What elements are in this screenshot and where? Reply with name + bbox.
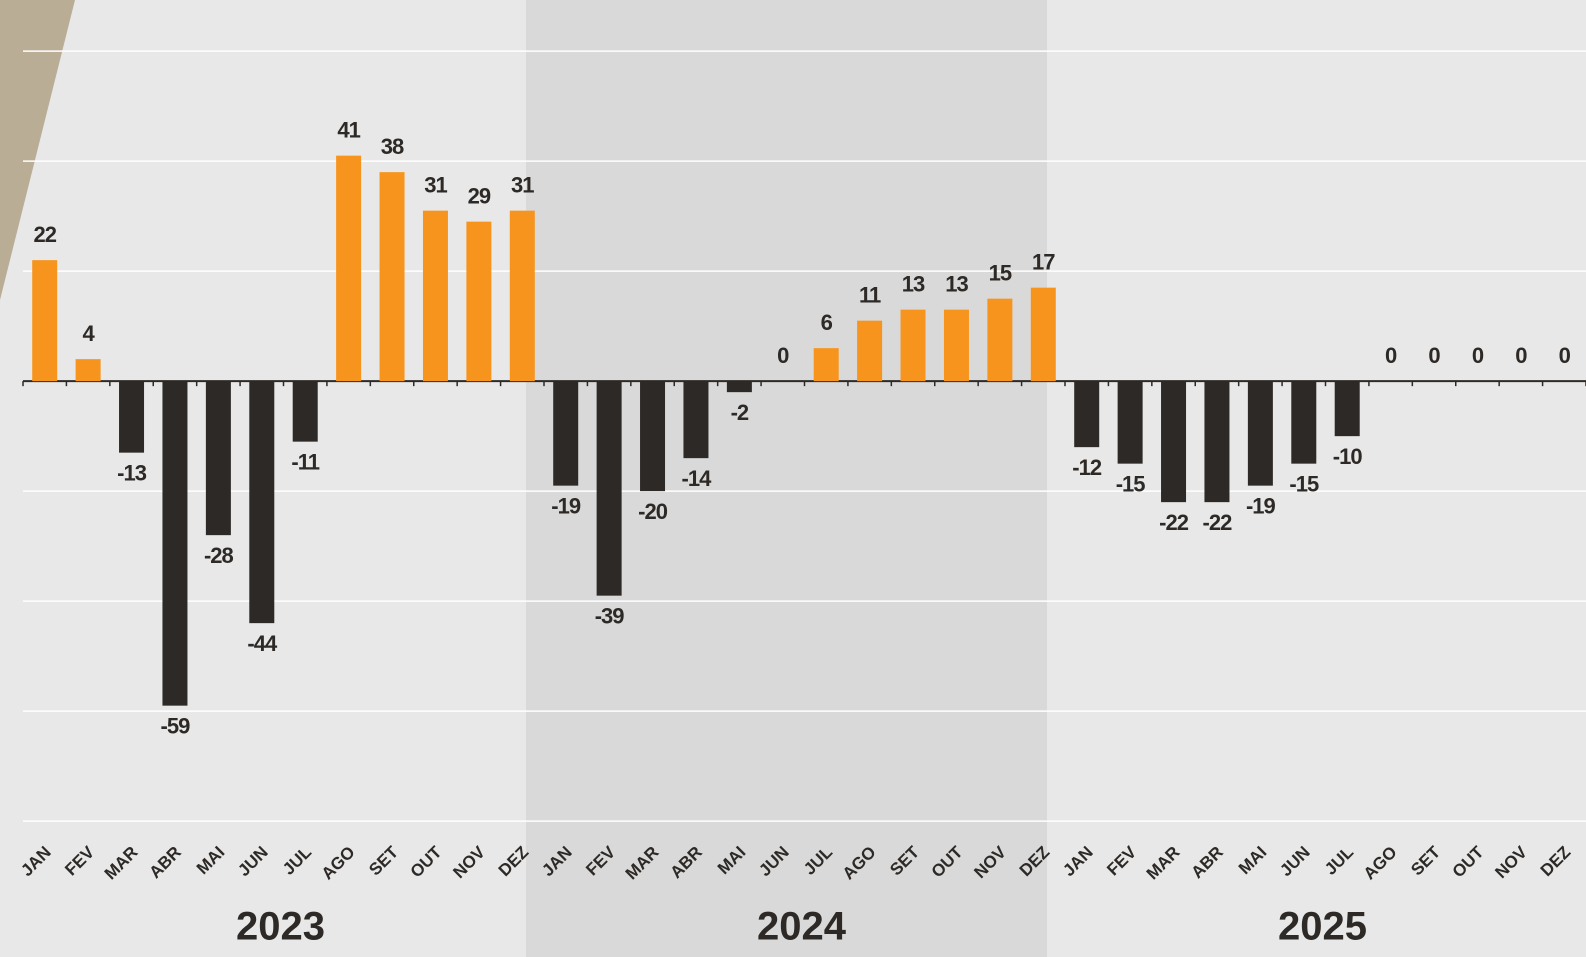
value-label: 0 — [777, 343, 789, 368]
bar — [1118, 381, 1143, 464]
value-label: 29 — [468, 183, 491, 208]
bar — [466, 222, 491, 382]
value-label: 6 — [821, 310, 833, 335]
bar — [380, 172, 405, 381]
chart: 22JAN4FEV-13MAR-59ABR-28MAI-44JUN-11JUL4… — [0, 0, 1586, 957]
value-label: 17 — [1032, 249, 1055, 274]
value-label: 15 — [989, 260, 1012, 285]
bar — [727, 381, 752, 392]
value-label: -15 — [1289, 471, 1319, 496]
bar — [1161, 381, 1186, 502]
value-label: 13 — [902, 271, 925, 296]
value-label: -19 — [1246, 493, 1276, 518]
bar — [857, 321, 882, 382]
bar — [640, 381, 665, 491]
bar — [1204, 381, 1229, 502]
value-label: -15 — [1116, 471, 1146, 496]
value-label: -10 — [1333, 444, 1363, 469]
bar — [249, 381, 274, 623]
value-label: 11 — [859, 282, 881, 307]
value-label: 0 — [1515, 343, 1527, 368]
value-label: -14 — [682, 466, 713, 491]
bar — [1074, 381, 1099, 447]
bar — [119, 381, 144, 453]
value-label: -28 — [204, 543, 234, 568]
value-label: 0 — [1472, 343, 1484, 368]
bar — [206, 381, 231, 535]
value-label: -11 — [291, 449, 319, 474]
value-label: -13 — [117, 460, 147, 485]
year-label: 2023 — [236, 905, 325, 949]
value-label: 13 — [945, 271, 968, 296]
bar — [1248, 381, 1273, 486]
value-label: 0 — [1559, 343, 1571, 368]
bar — [987, 299, 1012, 382]
bar — [597, 381, 622, 596]
bar — [1335, 381, 1360, 436]
value-label: -19 — [551, 493, 581, 518]
bar — [683, 381, 708, 458]
bar — [162, 381, 187, 706]
value-label: 31 — [424, 172, 447, 197]
bar — [336, 156, 361, 382]
value-label: -22 — [1159, 510, 1189, 535]
value-label: 41 — [337, 117, 360, 142]
value-label: 22 — [33, 222, 56, 247]
year-label: 2024 — [757, 905, 847, 949]
bar — [293, 381, 318, 442]
bar — [510, 211, 535, 382]
value-label: -39 — [595, 603, 625, 628]
bar — [901, 310, 926, 382]
value-label: -44 — [247, 631, 278, 656]
bar — [553, 381, 578, 486]
value-label: -59 — [161, 713, 191, 738]
value-label: -2 — [731, 400, 749, 425]
bar — [1291, 381, 1316, 464]
value-label: -22 — [1203, 510, 1233, 535]
bar — [944, 310, 969, 382]
value-label: -12 — [1072, 455, 1102, 480]
value-label: 0 — [1385, 343, 1397, 368]
bar — [76, 359, 101, 381]
value-label: 4 — [83, 321, 96, 346]
value-label: -20 — [638, 499, 668, 524]
value-label: 38 — [381, 134, 404, 159]
value-label: 31 — [511, 172, 534, 197]
bar — [32, 260, 57, 381]
bar — [423, 211, 448, 382]
bar — [1031, 288, 1056, 382]
year-label: 2025 — [1278, 905, 1367, 949]
value-label: 0 — [1428, 343, 1440, 368]
bar — [814, 348, 839, 381]
